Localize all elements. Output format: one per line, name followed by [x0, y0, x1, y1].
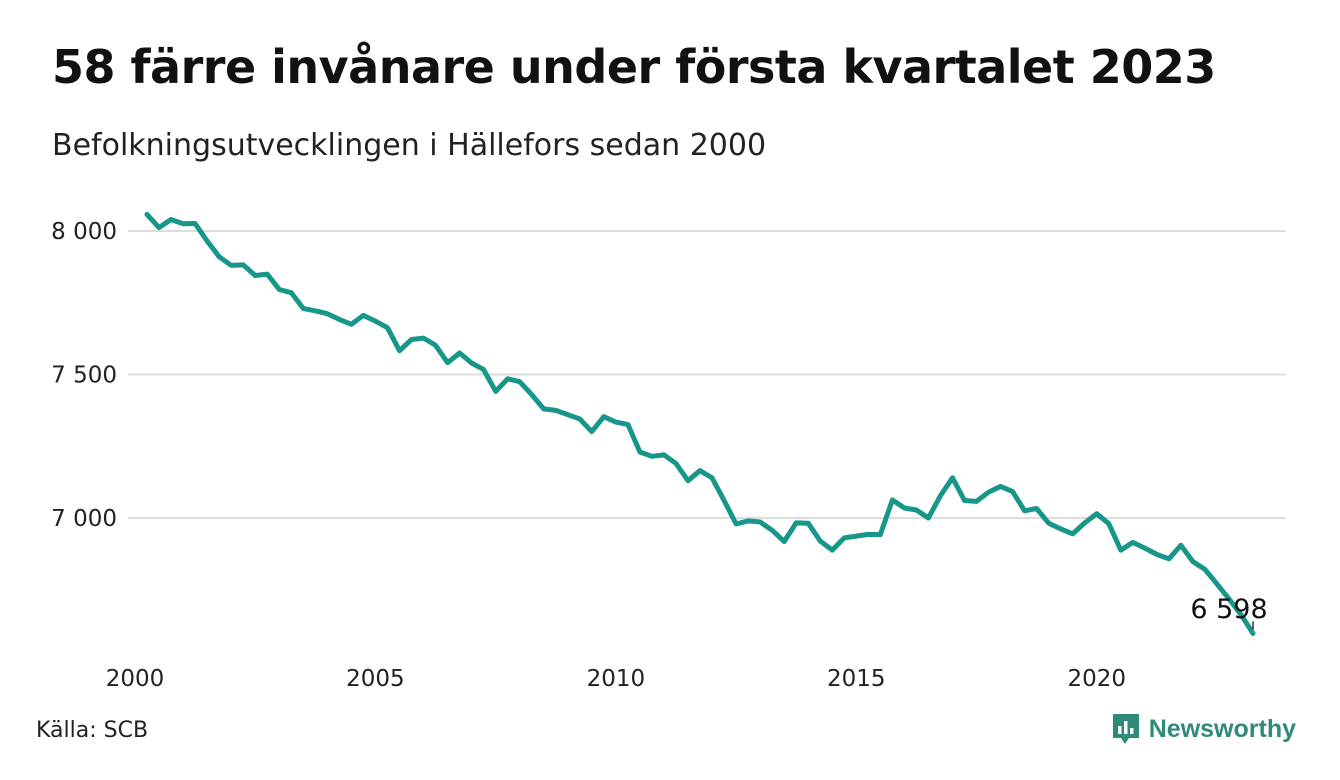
- chart-subtitle: Befolkningsutvecklingen i Hällefors seda…: [52, 128, 767, 163]
- brand-name: Newsworthy: [1148, 714, 1296, 743]
- x-tick-label: 2015: [827, 666, 886, 692]
- brand-logo[interactable]: Newsworthy: [1111, 712, 1296, 746]
- y-tick-label: 8 000: [51, 219, 117, 245]
- bar-chart-logo-icon: [1112, 714, 1139, 744]
- y-tick-label: 7 000: [51, 506, 117, 532]
- last-value-label: 6 598: [1190, 594, 1267, 625]
- chart-title: 58 färre invånare under första kvartalet…: [52, 40, 1216, 94]
- source-note: Källa: SCB: [36, 718, 149, 743]
- x-tick-label: 2020: [1067, 666, 1126, 692]
- x-tick-label: 2005: [346, 666, 405, 692]
- x-tick-label: 2010: [587, 666, 646, 692]
- population-line: [144, 211, 1256, 636]
- x-tick-label: 2000: [106, 666, 165, 692]
- y-tick-label: 7 500: [51, 363, 117, 389]
